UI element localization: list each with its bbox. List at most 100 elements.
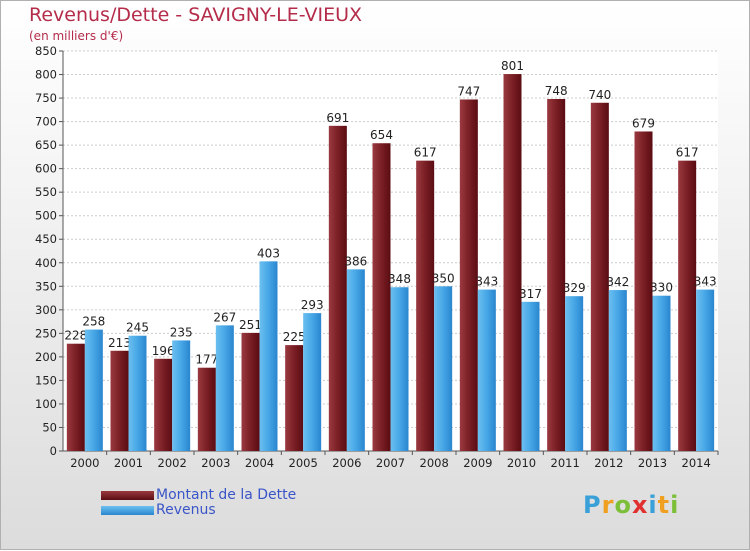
bar-revenus [696, 289, 715, 451]
bar-dette [503, 74, 522, 451]
bar-dette [328, 125, 347, 451]
bar-value-label: 343 [475, 275, 498, 289]
bar-value-label: 801 [501, 59, 524, 73]
x-tick-label: 2001 [114, 456, 143, 470]
y-tick-label: 700 [35, 115, 57, 129]
legend-label-dette: Montant de la Dette [156, 487, 297, 503]
bar-revenus [390, 287, 409, 451]
bar-revenus [608, 290, 627, 451]
bar-value-label: 245 [126, 321, 149, 335]
bar-value-label: 679 [632, 116, 655, 130]
bar-dette [154, 358, 173, 451]
bar-value-label: 403 [257, 246, 280, 260]
chart-subtitle: (en milliers d'€) [29, 29, 124, 43]
x-tick-label: 2013 [638, 456, 667, 470]
y-tick-label: 450 [35, 232, 57, 246]
bar-revenus [259, 261, 278, 451]
y-tick-label: 300 [35, 303, 57, 317]
y-tick-label: 750 [35, 91, 57, 105]
x-tick-label: 2011 [551, 456, 580, 470]
y-tick-label: 650 [35, 138, 57, 152]
bar-value-label: 258 [82, 315, 105, 329]
x-tick-label: 2003 [201, 456, 230, 470]
bar-value-label: 196 [152, 344, 175, 358]
bar-value-label: 329 [563, 281, 586, 295]
x-tick-label: 2004 [245, 456, 274, 470]
bar-dette [241, 332, 260, 451]
x-tick-label: 2005 [289, 456, 318, 470]
bar-dette [634, 131, 653, 451]
bar-value-label: 235 [170, 325, 193, 339]
bar-revenus [521, 301, 540, 451]
bar-value-label: 350 [432, 271, 455, 285]
bar-dette [110, 350, 129, 451]
bar-dette [66, 343, 85, 451]
bar-value-label: 225 [283, 330, 306, 344]
bar-revenus [565, 296, 584, 451]
proxiti-logo: Proxiti [583, 491, 680, 519]
y-tick-label: 250 [35, 326, 57, 340]
y-tick-label: 550 [35, 185, 57, 199]
bar-value-label: 213 [108, 336, 131, 350]
bar-value-label: 691 [326, 111, 349, 125]
bar-value-label: 251 [239, 318, 262, 332]
bar-revenus [172, 340, 191, 451]
bar-dette [416, 160, 435, 451]
bar-revenus [652, 295, 671, 451]
bar-revenus [303, 313, 322, 451]
bar-dette [459, 99, 478, 452]
bar-value-label: 617 [414, 146, 437, 160]
legend-swatch-dette [101, 490, 154, 500]
x-tick-label: 2009 [463, 456, 492, 470]
bar-value-label: 317 [519, 287, 542, 301]
y-tick-label: 850 [35, 44, 57, 58]
bar-value-label: 747 [457, 84, 480, 98]
y-tick-label: 350 [35, 279, 57, 293]
bar-value-label: 177 [195, 353, 218, 367]
bar-value-label: 330 [650, 281, 673, 295]
y-tick-label: 800 [35, 68, 57, 82]
y-tick-label: 50 [42, 420, 57, 434]
y-tick-label: 100 [35, 397, 57, 411]
x-tick-label: 2007 [376, 456, 405, 470]
chart-title: Revenus/Dette - SAVIGNY-LE-VIEUX [29, 4, 363, 26]
legend-item-dette: Montant de la Dette [101, 487, 297, 503]
legend-swatch-revenus [101, 505, 154, 515]
bar-dette [678, 160, 697, 451]
bar-revenus [215, 325, 234, 451]
bar-value-label: 386 [344, 254, 367, 268]
x-tick-label: 2010 [507, 456, 536, 470]
y-tick-label: 500 [35, 209, 57, 223]
bar-dette [285, 345, 304, 451]
x-tick-label: 2006 [332, 456, 361, 470]
bar-value-label: 228 [64, 329, 87, 343]
x-tick-label: 2014 [682, 456, 711, 470]
bar-dette [197, 367, 216, 451]
legend-item-revenus: Revenus [101, 502, 216, 518]
bar-dette [547, 99, 566, 451]
y-tick-label: 150 [35, 373, 57, 387]
bar-value-label: 617 [676, 146, 699, 160]
x-tick-label: 2008 [420, 456, 449, 470]
bar-dette [590, 102, 609, 451]
y-tick-label: 0 [50, 444, 57, 458]
bar-value-label: 348 [388, 272, 411, 286]
bar-value-label: 740 [588, 88, 611, 102]
bar-revenus [434, 286, 453, 451]
bar-revenus [477, 289, 496, 451]
y-tick-label: 400 [35, 256, 57, 270]
bar-value-label: 267 [213, 310, 236, 324]
bar-revenus [84, 329, 103, 451]
bar-value-label: 293 [301, 298, 324, 312]
bar-value-label: 343 [694, 275, 717, 289]
bar-revenus [346, 269, 365, 451]
bar-revenus [128, 335, 147, 451]
bar-value-label: 748 [545, 84, 568, 98]
legend-label-revenus: Revenus [156, 502, 216, 518]
x-tick-label: 2000 [70, 456, 99, 470]
y-tick-label: 600 [35, 162, 57, 176]
bar-value-label: 654 [370, 128, 393, 142]
x-tick-label: 2002 [158, 456, 187, 470]
